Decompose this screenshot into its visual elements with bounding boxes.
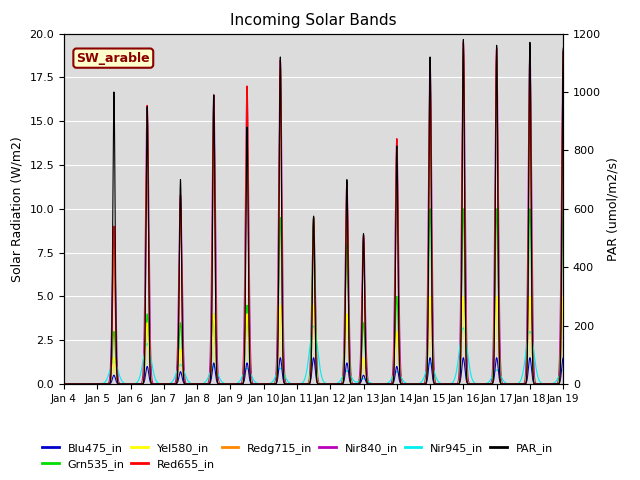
Red655_in <box>468 381 476 387</box>
Blu475_in <box>461 368 469 373</box>
Redg715_in <box>559 57 567 63</box>
Redg715_in <box>449 381 456 387</box>
Nir840_in <box>86 381 94 387</box>
Line: Blu475_in: Blu475_in <box>64 358 563 384</box>
Nir945_in <box>310 324 317 329</box>
Line: Nir840_in: Nir840_in <box>64 42 563 384</box>
Grn535_in <box>60 381 68 387</box>
Nir945_in <box>461 330 469 336</box>
Nir945_in <box>379 381 387 387</box>
Grn535_in <box>468 381 476 387</box>
Nir945_in <box>435 380 443 385</box>
Redg715_in <box>460 48 467 54</box>
Blu475_in <box>435 381 443 387</box>
Red655_in <box>60 381 68 387</box>
Nir840_in <box>60 381 68 387</box>
Blu475_in <box>468 381 476 387</box>
Blu475_in <box>60 381 68 387</box>
Y-axis label: PAR (umol/m2/s): PAR (umol/m2/s) <box>607 157 620 261</box>
Line: Grn535_in: Grn535_in <box>64 209 563 384</box>
Nir945_in <box>60 381 68 387</box>
Nir840_in <box>461 188 469 193</box>
Grn535_in <box>379 381 387 387</box>
Yel580_in <box>449 381 456 387</box>
Grn535_in <box>435 381 443 387</box>
Red655_in <box>559 48 567 54</box>
Blu475_in <box>86 381 94 387</box>
Redg715_in <box>468 381 476 387</box>
Red655_in <box>86 381 94 387</box>
Line: Red655_in: Red655_in <box>64 42 563 384</box>
Grn535_in <box>449 381 456 387</box>
Blu475_in <box>449 381 456 387</box>
Yel580_in <box>435 381 443 387</box>
PAR_in <box>449 381 456 387</box>
PAR_in <box>460 36 467 42</box>
Line: Yel580_in: Yel580_in <box>64 296 563 384</box>
Redg715_in <box>435 381 443 387</box>
Red655_in <box>449 381 456 387</box>
PAR_in <box>379 381 387 387</box>
Yel580_in <box>468 381 476 387</box>
Nir945_in <box>468 376 476 382</box>
Red655_in <box>460 39 467 45</box>
Nir840_in <box>460 39 467 45</box>
Redg715_in <box>86 381 94 387</box>
PAR_in <box>461 273 469 279</box>
PAR_in <box>559 45 567 51</box>
Grn535_in <box>461 293 469 299</box>
Redg715_in <box>379 381 387 387</box>
Y-axis label: Solar Radiation (W/m2): Solar Radiation (W/m2) <box>11 136 24 282</box>
Title: Incoming Solar Bands: Incoming Solar Bands <box>230 13 397 28</box>
Nir945_in <box>86 381 94 387</box>
PAR_in <box>86 381 94 387</box>
Yel580_in <box>379 381 387 387</box>
Grn535_in <box>559 206 567 212</box>
Red655_in <box>461 274 469 280</box>
Grn535_in <box>86 381 94 387</box>
PAR_in <box>60 381 68 387</box>
Redg715_in <box>461 244 469 250</box>
Nir945_in <box>449 380 456 385</box>
PAR_in <box>468 381 476 387</box>
Nir840_in <box>559 48 567 54</box>
Nir840_in <box>435 381 443 387</box>
Red655_in <box>435 381 443 387</box>
Blu475_in <box>559 355 567 360</box>
Yel580_in <box>60 381 68 387</box>
Nir840_in <box>468 381 476 387</box>
Yel580_in <box>86 381 94 387</box>
Nir945_in <box>559 367 567 373</box>
Line: Nir945_in: Nir945_in <box>64 326 563 384</box>
Yel580_in <box>559 293 567 300</box>
Nir840_in <box>379 381 387 387</box>
Line: Redg715_in: Redg715_in <box>64 51 563 384</box>
PAR_in <box>435 381 443 387</box>
Nir840_in <box>449 381 456 387</box>
Line: PAR_in: PAR_in <box>64 39 563 384</box>
Legend: Blu475_in, Grn535_in, Yel580_in, Red655_in, Redg715_in, Nir840_in, Nir945_in, PA: Blu475_in, Grn535_in, Yel580_in, Red655_… <box>38 438 557 474</box>
Redg715_in <box>60 381 68 387</box>
Red655_in <box>379 381 387 387</box>
Blu475_in <box>379 381 387 387</box>
Yel580_in <box>461 337 469 343</box>
Text: SW_arable: SW_arable <box>77 52 150 65</box>
